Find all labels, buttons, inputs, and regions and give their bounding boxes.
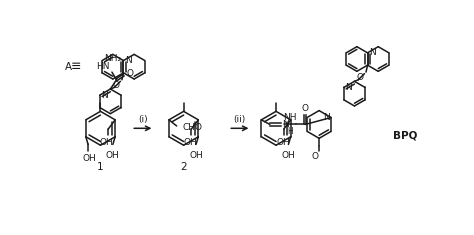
Text: N: N [125, 56, 132, 65]
Text: OH: OH [106, 151, 120, 160]
Text: N: N [346, 83, 352, 92]
Text: HN: HN [96, 62, 109, 70]
Text: N: N [369, 48, 376, 57]
Text: O: O [127, 69, 134, 78]
Text: OH: OH [189, 151, 203, 160]
Text: NH: NH [283, 113, 297, 122]
Text: H: H [287, 127, 293, 136]
Text: O: O [113, 81, 119, 90]
Text: OH: OH [83, 154, 97, 163]
Text: (i): (i) [138, 115, 147, 124]
Text: O: O [302, 104, 309, 113]
Text: N: N [323, 113, 329, 122]
Text: N: N [282, 120, 289, 129]
Text: NH₂: NH₂ [104, 54, 121, 63]
Text: O: O [357, 73, 364, 82]
Text: OH: OH [184, 138, 198, 147]
Text: OH: OH [282, 151, 295, 160]
Text: BPQ: BPQ [393, 131, 418, 141]
Text: N: N [101, 91, 108, 100]
Text: 1: 1 [97, 162, 104, 172]
Text: O: O [311, 152, 319, 161]
Text: (ii): (ii) [234, 115, 246, 124]
Text: 2: 2 [180, 162, 187, 172]
Text: OH: OH [276, 138, 290, 147]
Text: CHO: CHO [183, 123, 203, 132]
Text: A: A [64, 62, 72, 72]
Text: OH: OH [100, 138, 114, 147]
Text: ≡: ≡ [71, 60, 81, 73]
